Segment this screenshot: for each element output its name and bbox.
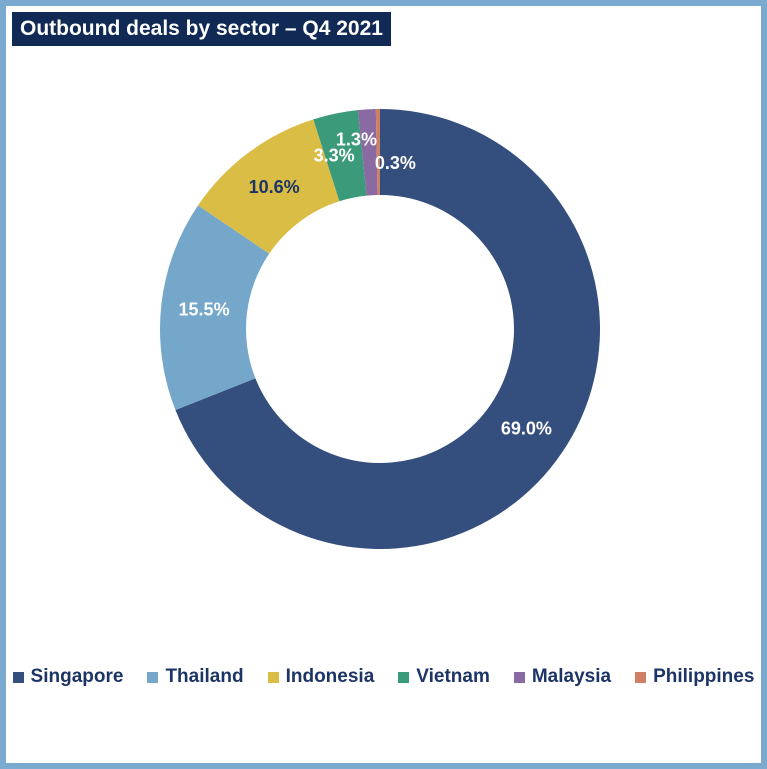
slice-label-indonesia: 10.6% — [249, 177, 300, 197]
slice-label-singapore: 69.0% — [501, 418, 552, 438]
legend-swatch — [513, 671, 525, 683]
slice-label-vietnam: 3.3% — [314, 146, 355, 166]
legend-item-vietnam: Vietnam — [398, 666, 490, 688]
legend-item-indonesia: Indonesia — [267, 666, 375, 688]
chart-title: Outbound deals by sector – Q4 2021 — [12, 12, 391, 46]
slice-thailand — [160, 205, 270, 410]
legend-label: Thailand — [165, 666, 244, 687]
legend-label: Vietnam — [416, 666, 490, 687]
slice-indonesia — [198, 119, 340, 254]
slice-philippines — [375, 109, 380, 196]
legend-item-singapore: Singapore — [12, 666, 124, 688]
legend-item-malaysia: Malaysia — [513, 666, 612, 688]
slice-vietnam — [313, 110, 367, 202]
legend-label: Indonesia — [285, 666, 375, 687]
legend-swatch — [398, 671, 410, 683]
legend-swatch — [147, 671, 159, 683]
slice-label-malaysia: 1.3% — [336, 129, 377, 149]
legend-item-philippines: Philippines — [635, 666, 754, 688]
slice-singapore — [175, 109, 601, 549]
legend-label: Philippines — [653, 666, 755, 687]
legend-swatch — [267, 671, 279, 683]
legend-label: Malaysia — [531, 666, 612, 687]
legend-swatch — [12, 671, 24, 683]
slice-malaysia — [357, 109, 378, 196]
chart-legend: Singapore Thailand Indonesia Vietnam Malaysi… — [0, 666, 767, 688]
legend-swatch — [635, 671, 647, 683]
legend-item-thailand: Thailand — [147, 666, 244, 688]
slice-label-thailand: 15.5% — [179, 300, 230, 320]
slice-label-philippines: 0.3% — [375, 153, 416, 173]
legend-label: Singapore — [30, 666, 124, 687]
